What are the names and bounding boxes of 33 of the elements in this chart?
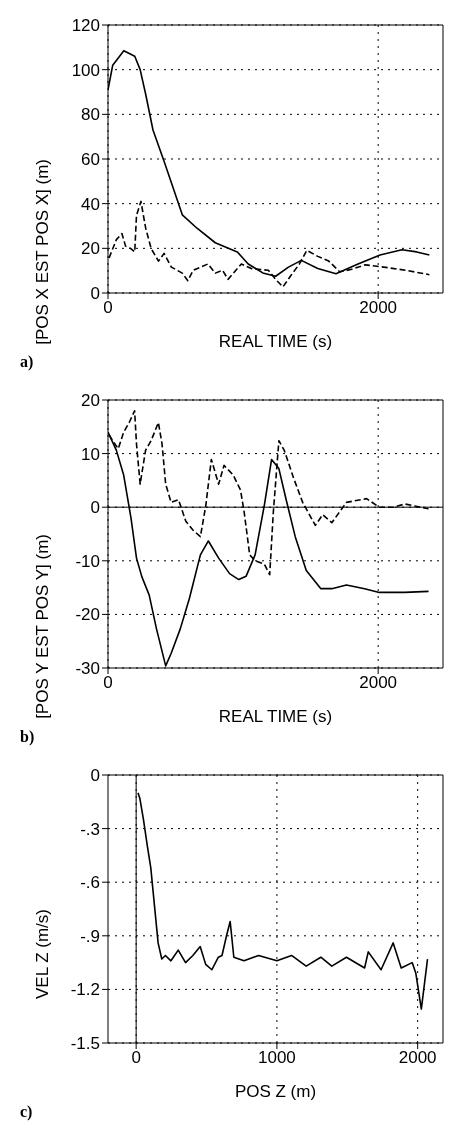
text: a) bbox=[20, 353, 34, 371]
y-tick-label: 20 bbox=[81, 391, 100, 411]
y-tick-label: -.6 bbox=[80, 873, 100, 893]
y-tick-label: -.3 bbox=[80, 819, 100, 839]
x-tick-label: 2000 bbox=[359, 298, 398, 318]
y-axis-title: [POS Y EST POS Y] (m) bbox=[33, 534, 53, 719]
y-axis-title: [POS X EST POS X] (m) bbox=[33, 159, 53, 345]
y-tick-label: 120 bbox=[71, 16, 100, 36]
y-tick-label: 10 bbox=[81, 444, 100, 464]
y-tick-label: 0 bbox=[90, 766, 100, 786]
text: b) bbox=[20, 728, 35, 746]
y-tick-label: -1.5 bbox=[70, 1034, 100, 1054]
x-tick-label: 2000 bbox=[398, 1048, 437, 1068]
y-tick-label: 0 bbox=[90, 284, 100, 304]
y-axis-title: VEL Z (m/s) bbox=[33, 909, 53, 1000]
y-tick-label: 60 bbox=[81, 150, 100, 170]
x-tick-label: 2000 bbox=[359, 673, 398, 693]
y-tick-label: -10 bbox=[75, 551, 100, 571]
y-tick-label: 0 bbox=[90, 498, 100, 518]
y-tick-label: -.9 bbox=[80, 926, 100, 946]
text: c) bbox=[20, 1103, 33, 1121]
y-tick-label: -20 bbox=[75, 605, 100, 625]
y-tick-label: 40 bbox=[81, 194, 100, 214]
x-axis-title: POS Z (m) bbox=[234, 1082, 317, 1101]
y-tick-label: -30 bbox=[75, 659, 100, 679]
x-axis-title: REAL TIME (s) bbox=[218, 332, 333, 351]
y-tick-label: 80 bbox=[81, 105, 100, 125]
y-tick-label: 20 bbox=[81, 239, 100, 259]
x-tick-label: 0 bbox=[131, 1048, 141, 1068]
x-axis-title: REAL TIME (s) bbox=[218, 707, 333, 726]
y-tick-label: 100 bbox=[71, 60, 100, 80]
x-tick-label: 1000 bbox=[257, 1048, 296, 1068]
y-tick-label: -1.2 bbox=[70, 980, 100, 1000]
